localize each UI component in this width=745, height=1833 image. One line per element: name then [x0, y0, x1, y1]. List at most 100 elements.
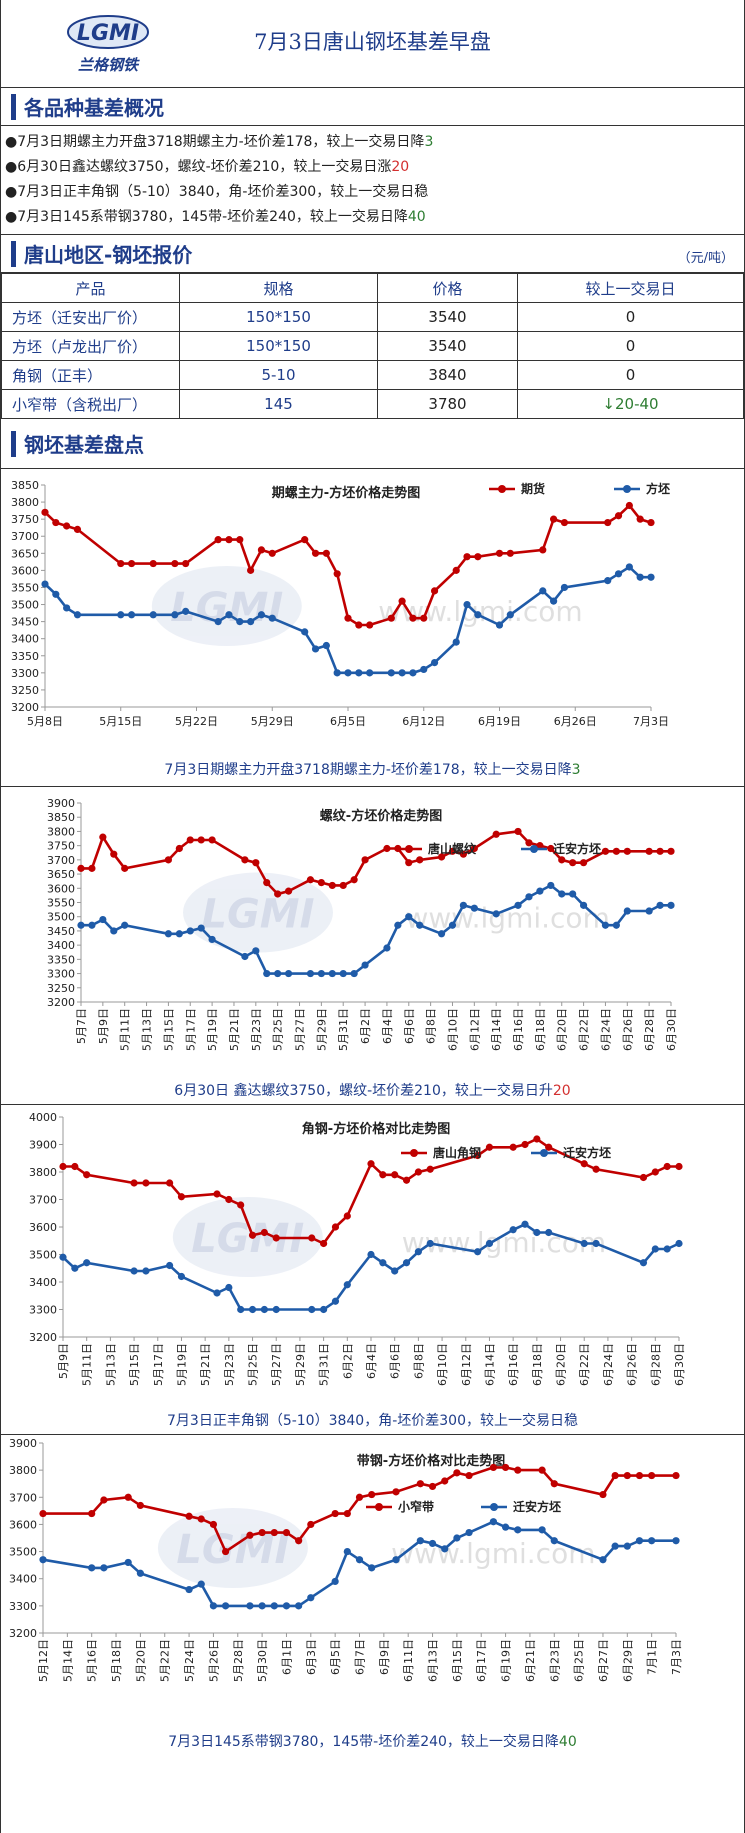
data-point: [426, 1239, 434, 1248]
data-point: [592, 1239, 600, 1248]
data-point: [402, 1176, 411, 1184]
data-point: [284, 969, 293, 978]
data-point: [333, 570, 341, 578]
data-point: [166, 1179, 174, 1187]
data-point: [317, 879, 325, 887]
data-point: [83, 1171, 91, 1179]
y-tick-label: 3300: [11, 667, 39, 680]
x-tick-label: 6月30日: [665, 1008, 678, 1051]
data-point: [414, 1248, 422, 1256]
y-tick-label: 3600: [11, 564, 39, 577]
data-point: [213, 1289, 221, 1297]
summary-text: 7月3日145系带钢3780，145带-坯价差240，较上一交易日降: [17, 209, 408, 225]
data-point: [77, 921, 85, 929]
column-header: 规格: [179, 273, 378, 303]
data-point: [437, 853, 446, 861]
summary-text: 6月30日鑫达螺纹3750，螺纹-坯价差210，较上一交易日涨: [17, 159, 392, 175]
y-tick-label: 3850: [11, 479, 39, 492]
data-point: [416, 1480, 424, 1488]
x-tick-label: 6月8日: [412, 1343, 425, 1379]
data-point: [398, 597, 406, 605]
data-point: [284, 887, 293, 895]
x-tick-label: 5月29日: [294, 1343, 307, 1386]
data-point: [366, 669, 374, 677]
y-tick-label: 3700: [47, 854, 75, 867]
chart-block-1: LGMI www.lgmi.com 3200 3250 3300 3350 3400 3450…: [1, 469, 744, 787]
data-point: [514, 1526, 522, 1534]
data-point: [166, 1261, 174, 1270]
y-tick-label: 3650: [11, 547, 39, 560]
data-point: [355, 1556, 364, 1564]
x-tick-label: 6月1日: [280, 1639, 293, 1675]
y-tick-label: 3500: [11, 599, 39, 612]
y-tick-label: 3800: [9, 1464, 37, 1477]
legend-label: 迁安方坯: [513, 1499, 561, 1514]
data-point: [117, 559, 125, 568]
data-point: [550, 1480, 558, 1488]
x-tick-label: 5月25日: [272, 1008, 285, 1051]
data-point: [270, 1602, 278, 1610]
x-tick-label: 5月19日: [175, 1343, 188, 1386]
data-point: [648, 1471, 656, 1480]
x-tick-label: 6月27日: [597, 1639, 610, 1682]
data-point: [236, 536, 244, 544]
x-tick-label: 5月22日: [159, 1639, 172, 1682]
chart-title: 带钢-方坯价格对比走势图: [357, 1453, 505, 1469]
data-point: [241, 856, 249, 864]
price-cell: 3840: [377, 360, 518, 390]
caption-change: 40: [558, 1734, 577, 1750]
data-point: [355, 669, 363, 677]
data-point: [611, 1542, 619, 1550]
data-point: [164, 856, 173, 864]
data-point: [247, 618, 255, 626]
data-point: [63, 522, 71, 530]
column-header: 较上一交易日: [517, 273, 744, 303]
x-tick-label: 5月15日: [162, 1008, 175, 1051]
data-point: [339, 881, 347, 890]
price-table: 产品 规格 价格 较上一交易日 方坯（迁安出厂价） 150*150 3540 0 方坯（卢龙出…: [1, 273, 744, 419]
x-tick-label: 5月13日: [141, 1008, 154, 1051]
product-cell: 方坯（迁安出厂价）: [1, 302, 180, 332]
change-cell: 0: [517, 360, 744, 390]
section-title: 钢坯基差盘点: [24, 433, 144, 457]
summary-text: 7月3日正丰角钢（5-10）3840，角-坯价差300，较上一交易日稳: [17, 184, 429, 200]
data-point: [672, 1471, 680, 1480]
data-point: [361, 856, 369, 864]
y-tick-label: 3400: [29, 1276, 57, 1289]
y-tick-label: 3900: [29, 1139, 57, 1152]
data-point: [208, 836, 216, 844]
caption-text: 6月30日 鑫达螺纹3750，螺纹-坯价差210，较上一交易日升: [174, 1083, 553, 1099]
spec-cell: 145: [179, 389, 378, 419]
data-point: [197, 924, 205, 932]
data-point: [197, 1515, 205, 1523]
data-point: [252, 859, 260, 867]
data-point: [604, 518, 612, 527]
data-point: [263, 879, 271, 887]
data-point: [452, 566, 460, 574]
data-point: [71, 1162, 79, 1171]
x-tick-label: 6月4日: [381, 1008, 394, 1044]
series-0: [41, 501, 655, 629]
legend-marker: [530, 845, 538, 853]
data-point: [474, 1151, 482, 1160]
y-tick-label: 3200: [11, 701, 39, 714]
data-point: [197, 1580, 205, 1588]
data-point: [441, 1545, 449, 1553]
x-tick-label: 6月21日: [524, 1639, 537, 1682]
data-point: [623, 847, 631, 855]
data-point: [343, 1281, 351, 1289]
data-point: [539, 587, 547, 595]
data-point: [623, 1542, 631, 1550]
column-header: 价格: [377, 273, 518, 303]
data-point: [88, 864, 96, 872]
y-tick-label: 3350: [47, 953, 75, 966]
summary-line: ●7月3日正丰角钢（5-10）3840，角-坯价差300，较上一交易日稳: [5, 180, 740, 205]
data-point: [550, 1537, 558, 1545]
x-tick-label: 5月29日: [251, 715, 294, 728]
x-tick-label: 5月8日: [27, 715, 63, 728]
data-point: [489, 1518, 498, 1526]
y-tick-label: 3400: [9, 1573, 37, 1586]
data-point: [474, 611, 482, 619]
data-point: [383, 944, 391, 952]
y-tick-label: 3700: [29, 1194, 57, 1207]
